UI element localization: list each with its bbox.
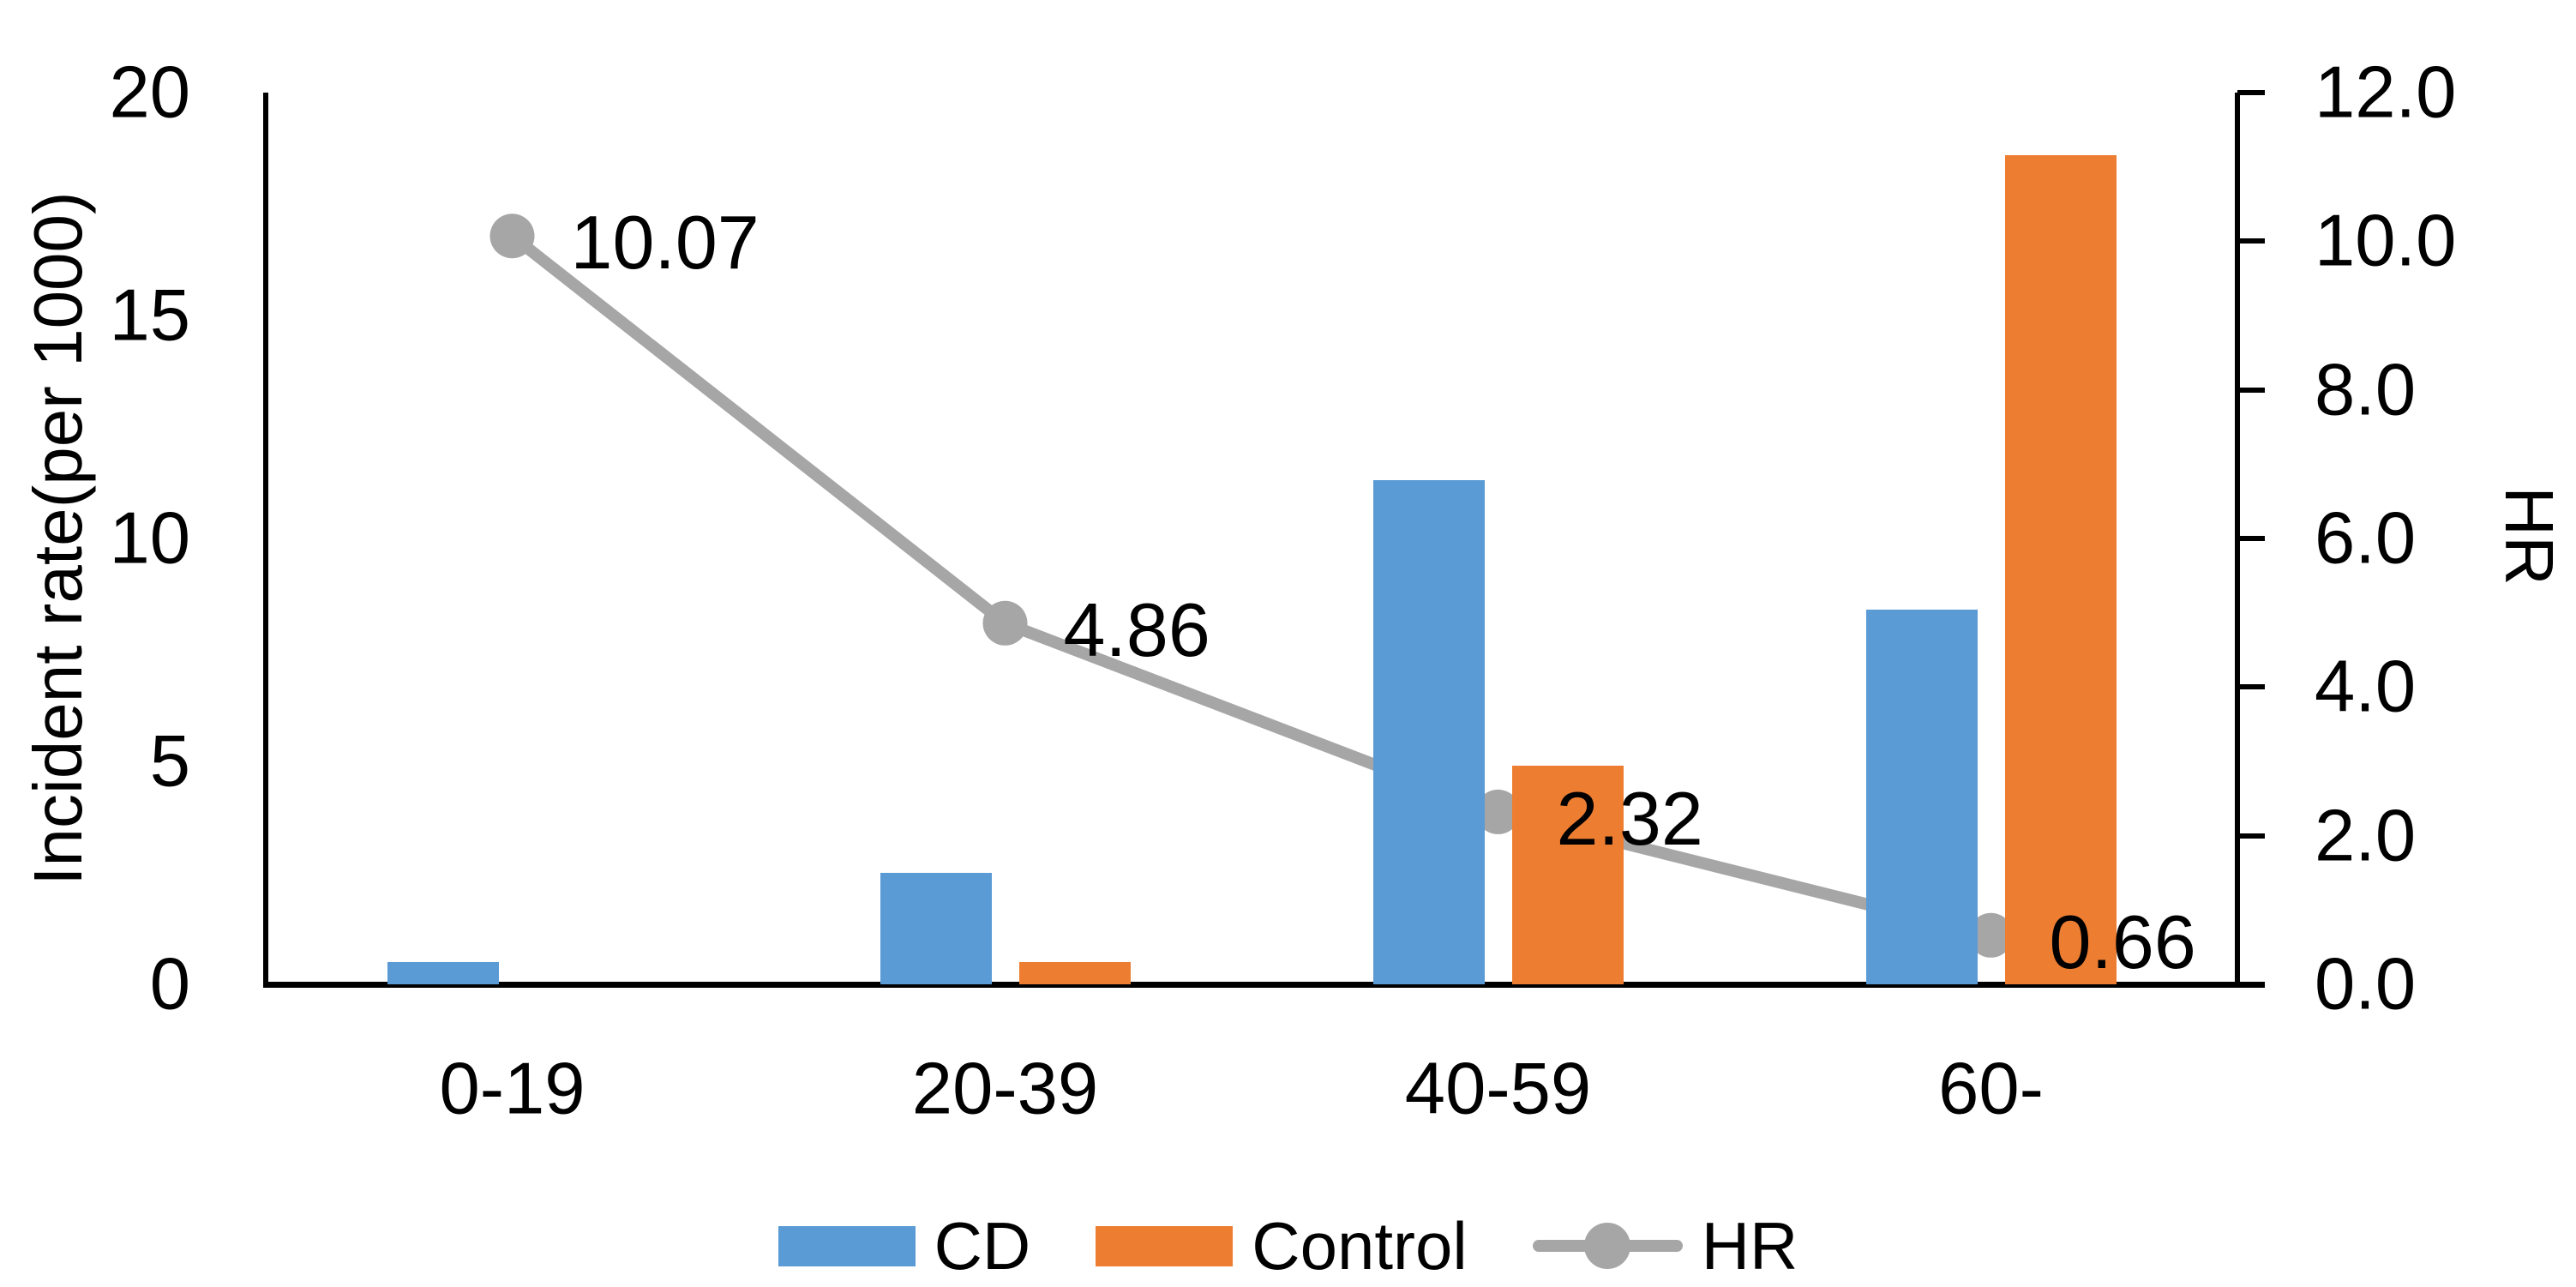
legend-label: CD: [934, 1208, 1031, 1284]
hr-marker: [1968, 912, 2014, 958]
bar-control-40-59: [1511, 766, 1624, 984]
legend: CD Control HR: [0, 1207, 2576, 1284]
bar-cd-40-59: [1372, 480, 1485, 984]
hr-marker: [982, 600, 1028, 646]
hr-data-label: 2.32: [1556, 775, 1703, 861]
category-label: 60-: [1938, 1048, 2044, 1130]
legend-swatch-icon: [1096, 1225, 1234, 1266]
legend-label: HR: [1701, 1208, 1798, 1284]
hr-data-label: 4.86: [1063, 586, 1210, 672]
legend-item-cd: CD: [778, 1208, 1031, 1284]
right-axis-tick-label: 0.0: [2315, 943, 2417, 1025]
legend-swatch-icon: [778, 1225, 916, 1266]
x-axis-line: [263, 982, 2265, 988]
bar-control-20-39: [1018, 962, 1131, 984]
category-label: 20-39: [911, 1048, 1099, 1130]
left-axis-tick-label: 0: [149, 943, 190, 1025]
left-axis-tick-label: 20: [109, 51, 190, 134]
right-axis-tick: [2237, 833, 2265, 839]
right-axis-tick-label: 12.0: [2315, 51, 2457, 134]
legend-line-marker-icon: [1532, 1223, 1683, 1269]
right-axis-tick-label: 2.0: [2315, 795, 2417, 877]
right-axis-tick: [2237, 684, 2265, 690]
legend-label: Control: [1252, 1208, 1468, 1284]
bar-control-60-: [2004, 154, 2117, 984]
right-axis-tick: [2237, 982, 2265, 987]
left-axis-tick-label: 10: [109, 497, 190, 580]
left-axis-line: [263, 93, 268, 987]
legend-item-hr: HR: [1532, 1208, 1798, 1284]
right-axis-tick-label: 6.0: [2315, 497, 2417, 580]
left-axis-tick-label: 15: [109, 274, 190, 357]
hr-data-label: 0.66: [2049, 899, 2196, 984]
right-axis-tick: [2237, 536, 2265, 541]
hr-data-label: 10.07: [570, 200, 760, 286]
right-axis-tick-label: 10.0: [2315, 200, 2457, 282]
category-label: 0-19: [439, 1048, 585, 1130]
bar-cd-20-39: [880, 873, 992, 984]
bar-cd-60-: [1865, 610, 1978, 984]
hr-marker: [1475, 789, 1521, 834]
legend-item-control: Control: [1096, 1208, 1468, 1284]
left-axis-tick-label: 5: [149, 720, 190, 803]
right-axis-tick: [2237, 90, 2265, 95]
category-label: 40-59: [1404, 1048, 1592, 1130]
right-axis-tick-label: 8.0: [2315, 349, 2417, 431]
hr-marker: [489, 213, 535, 259]
hr-line: [508, 231, 1993, 941]
right-axis-tick: [2237, 238, 2265, 244]
bar-cd-0-19: [387, 962, 499, 984]
right-axis-tick: [2237, 387, 2265, 393]
legend-dot-icon: [1584, 1223, 1631, 1269]
right-axis-tick-label: 4.0: [2315, 646, 2417, 728]
